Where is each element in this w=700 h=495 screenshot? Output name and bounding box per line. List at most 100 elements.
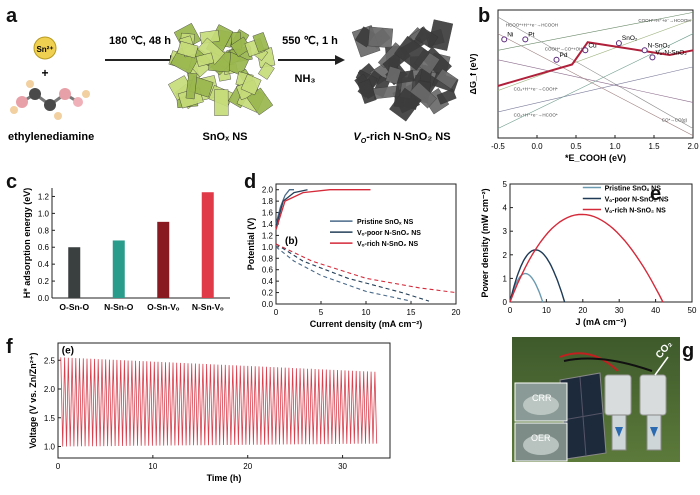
- x-tick-label: 30: [615, 306, 624, 315]
- data-point: [522, 36, 529, 43]
- y-tick-label: 1.0: [38, 209, 50, 218]
- y-tick-label: 2.5: [44, 356, 56, 365]
- reaction-annotation: HCOO*+H⁺+e⁻→HCOOH: [506, 23, 558, 28]
- nanosheet: [185, 72, 198, 100]
- panel-d: d 0 5 10 15 20 0.0 0.2 0.4 0.6 0.8 1.0 1.2 1.4 1.6 1.8…: [240, 170, 480, 330]
- electrolyzer-cell-right-icon: [639, 374, 667, 416]
- x-tick-label: 15: [407, 308, 416, 317]
- reaction-annotation: CO*→CO(g): [662, 117, 688, 122]
- plus-sign: +: [41, 66, 48, 80]
- cycling-curve: [60, 357, 378, 447]
- point-label: Pd: [560, 52, 568, 59]
- wire-red-icon: [559, 352, 619, 372]
- point-label: Vₒ-N-SnO₂: [655, 49, 687, 56]
- panel-g: g CRR OER CO₂: [400, 335, 700, 490]
- x-tick-label: 0.5: [570, 142, 582, 151]
- y-tick-label: 0.6: [262, 266, 274, 275]
- bar: [68, 247, 81, 298]
- y-tick-label: 1.0: [44, 443, 56, 452]
- x-axis-label: *E_COOH (eV): [565, 153, 626, 163]
- plot-frame: [509, 183, 693, 303]
- nanosheet: [252, 32, 270, 53]
- panel-label-f: f: [6, 336, 13, 358]
- panel-label-c: c: [6, 171, 18, 193]
- reaction-line: [497, 19, 694, 91]
- nanosheet: [436, 88, 457, 105]
- x-tick-label: 20: [243, 462, 252, 471]
- reaction-annotation: CO₂+H⁺+e⁻→HCOO*: [514, 113, 558, 118]
- step1-condition: 180 ℃, 48 h: [109, 35, 171, 47]
- x-axis-label: J (mA cm⁻²): [576, 317, 627, 327]
- panel-c: c 0.0 0.2 0.4 0.6 0.8 1.0 1.2 H* adsorption ene…: [0, 170, 240, 330]
- nanosheet: [367, 26, 394, 49]
- x-tick-label: 20: [452, 308, 461, 317]
- discharge-curve: [275, 243, 430, 302]
- reaction-line: [497, 12, 694, 51]
- panel-label-a: a: [6, 5, 18, 27]
- nanosheet: [385, 66, 402, 85]
- nanosheet: [394, 35, 430, 71]
- plot-frame: [497, 9, 694, 139]
- plot-frame: [57, 342, 391, 459]
- x-tick-label: 2.0: [687, 142, 699, 151]
- y-tick-label: 0.8: [38, 226, 50, 235]
- x-tick-label: 10: [148, 462, 157, 471]
- y-tick-label: 3: [503, 227, 508, 236]
- data-point: [582, 47, 589, 54]
- y-axis-label: Power density (mW cm⁻²): [480, 188, 490, 297]
- electrolyzer-cell-left-icon: [604, 374, 632, 416]
- x-tick-label: 1.5: [648, 142, 660, 151]
- y-tick-label: 0.2: [262, 289, 274, 298]
- point-label: Pt: [528, 31, 534, 38]
- x-axis-label: Time (h): [207, 473, 242, 483]
- chart-f: 0 10 20 30 1.0 1.5 2.0 2.5 Time (h) Voltage (V vs…: [28, 342, 391, 483]
- category-label: O-Sn-Vₒ: [147, 302, 180, 312]
- x-tick-label: 20: [578, 306, 587, 315]
- nanosheet: [240, 73, 262, 96]
- charge-curve: [275, 189, 371, 230]
- reaction-annotation: CO₂+H⁺+e⁻→COOH*: [514, 87, 558, 92]
- x-tick-label: 0: [56, 462, 61, 471]
- y-tick-label: 0.0: [38, 294, 50, 303]
- legend-label: Vₒ-rich N-SnO₂ NS: [605, 208, 667, 215]
- y-tick-label: 0.6: [38, 243, 50, 252]
- y-tick-label: 4: [503, 204, 508, 213]
- discharge-curve: [275, 246, 412, 302]
- point-label: SnO₂: [622, 35, 638, 42]
- wire-black-icon: [563, 357, 653, 372]
- x-tick-label: 1.0: [609, 142, 621, 151]
- category-label: N-Sn-O: [104, 302, 134, 312]
- y-tick-label: 0.2: [38, 277, 50, 286]
- reaction-annotation: COOH*→CO*+OH*: [545, 46, 585, 51]
- step2-condition: 550 ℃, 1 h: [282, 35, 338, 47]
- discharge-curve: [275, 243, 457, 294]
- power-curve: [509, 272, 544, 303]
- x-tick-label: 0.0: [531, 142, 543, 151]
- y-tick-label: 0.4: [262, 277, 274, 286]
- inner-panel-label: (e): [62, 345, 74, 356]
- panel-label-d: d: [244, 171, 257, 193]
- y-tick-label: 1.5: [44, 414, 56, 423]
- y-tick-label: 1.0: [262, 243, 274, 252]
- x-tick-label: 40: [651, 306, 660, 315]
- y-tick-label: 5: [503, 180, 508, 189]
- panel-e: e 0 10 20 30 40 50 0 1 2 3 4 5 J (mA cm⁻²) Power dens…: [480, 170, 700, 330]
- x-tick-label: 10: [362, 308, 371, 317]
- snox-nanosheets-image: [168, 22, 276, 116]
- chart-b: -0.5 0.0 0.5 1.0 1.5 2.0 *E_COOH (eV) ΔG_f (eV)…: [468, 9, 699, 163]
- panel-a-svg: Sn²⁺ + ethylenediamine 180 ℃, 48 h SnOₓ …: [8, 19, 459, 145]
- product1-label: SnOₓ NS: [203, 131, 248, 143]
- ethylenediamine-molecule-icon: [10, 80, 90, 120]
- point-label: Ni: [507, 31, 513, 38]
- y-tick-label: 2: [503, 251, 508, 260]
- power-curve: [509, 249, 566, 303]
- panel-label-g: g: [682, 340, 695, 362]
- sn-ion-sphere: [33, 36, 57, 60]
- panel-label-b: b: [478, 5, 491, 27]
- y-tick-label: 1.8: [262, 197, 274, 206]
- data-point: [553, 56, 560, 63]
- y-tick-label: 0: [503, 298, 508, 307]
- nanosheet: [414, 26, 439, 49]
- data-point: [641, 47, 648, 54]
- charge-curve: [275, 189, 294, 225]
